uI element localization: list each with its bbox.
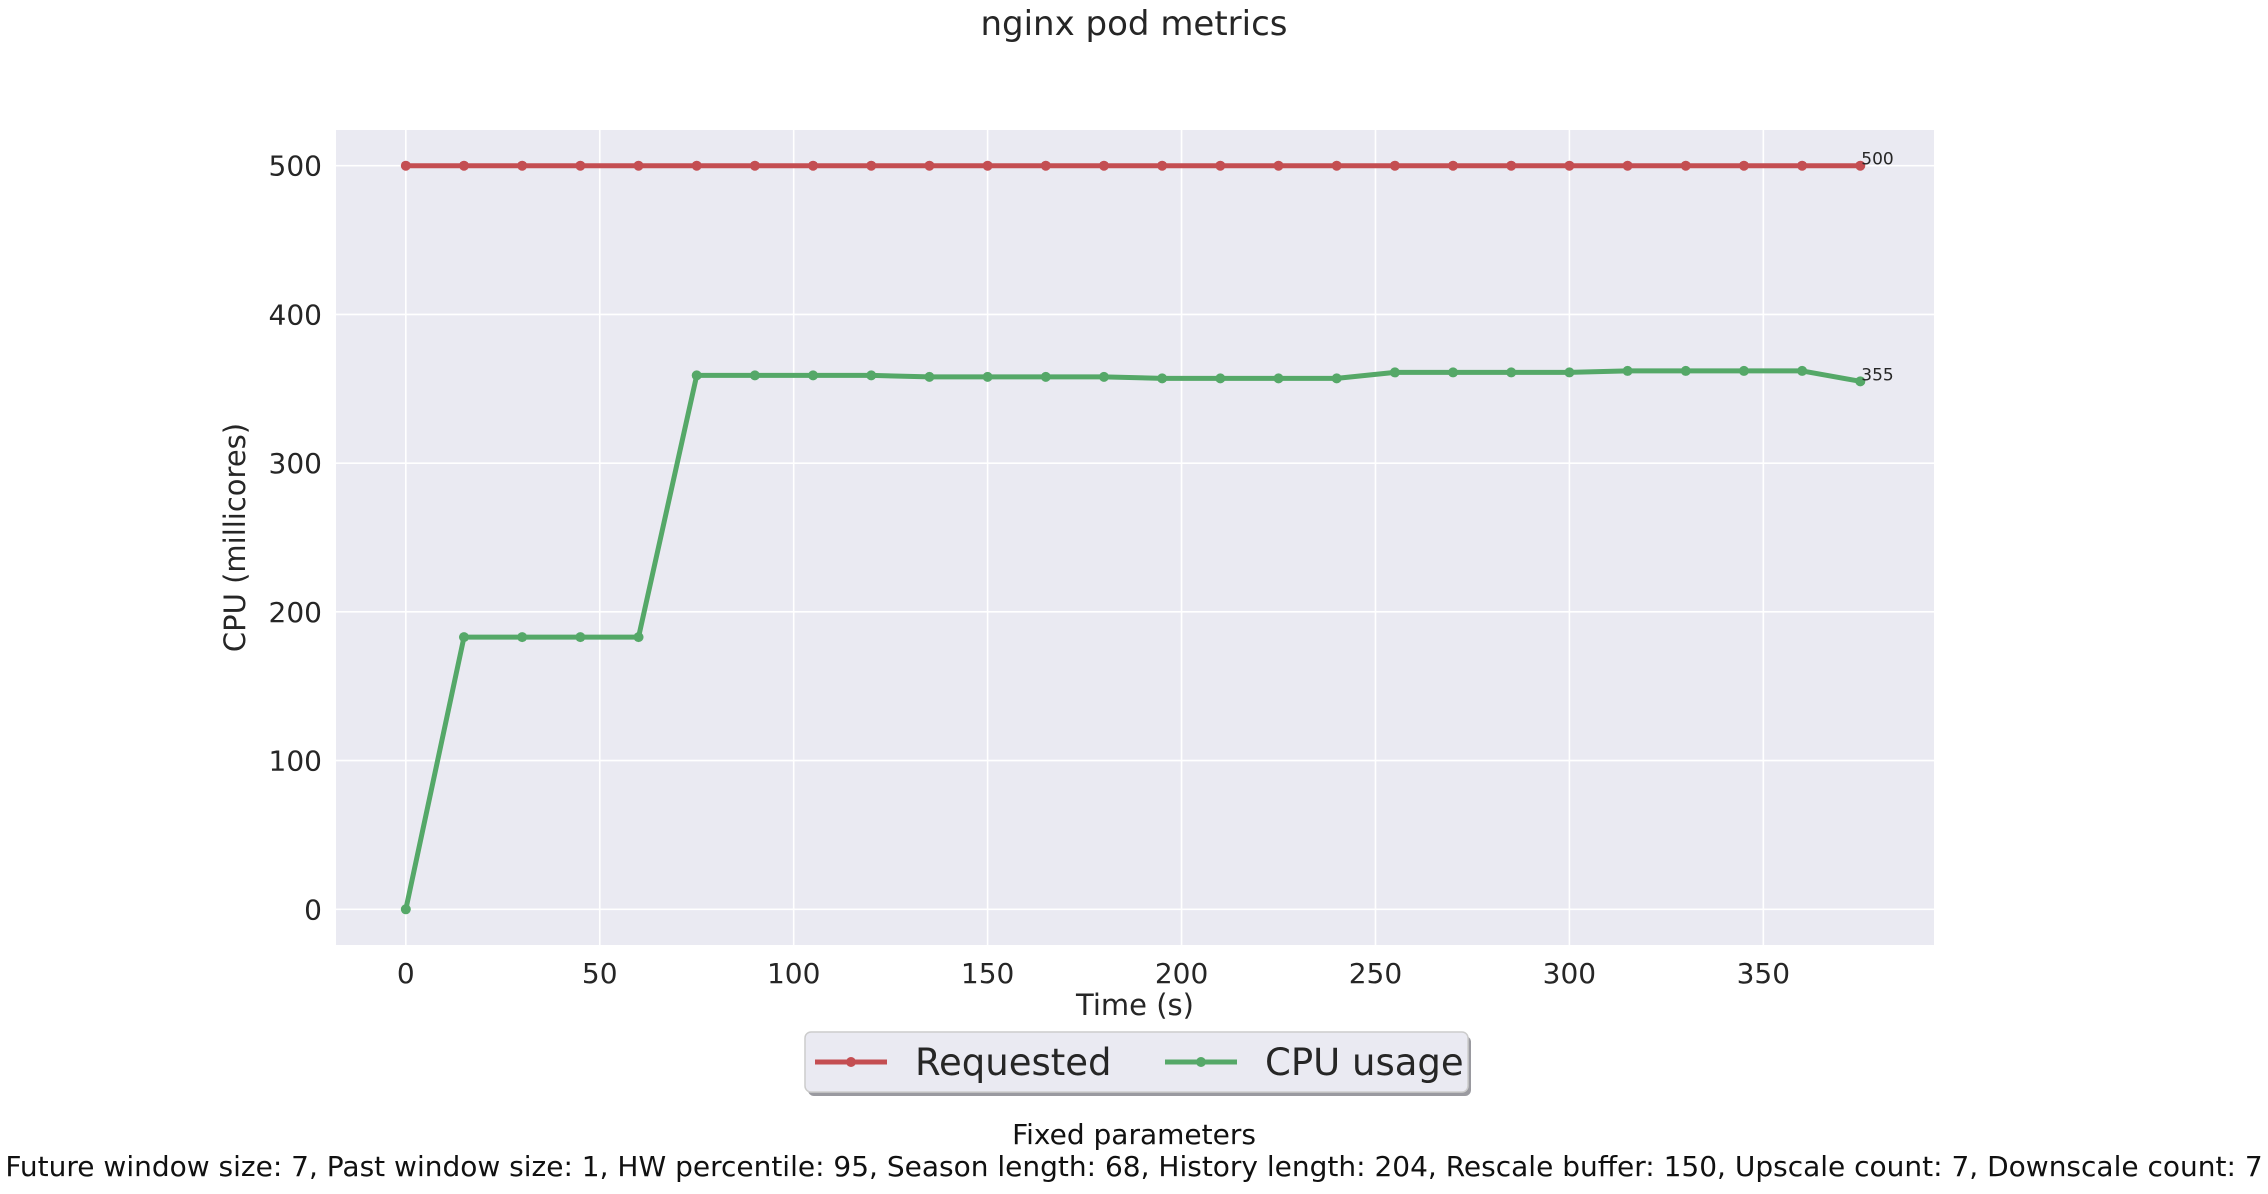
data-point-cpu-usage: [1506, 367, 1517, 378]
x-tick-label: 150: [961, 957, 1014, 990]
y-tick-label: 500: [269, 150, 322, 183]
end-labels: 500 355: [1861, 150, 1893, 386]
data-point-cpu-usage: [924, 371, 935, 382]
data-point-cpu-usage: [982, 371, 993, 382]
x-axis-label: Time (s): [1075, 988, 1194, 1022]
y-tick-label: 400: [269, 298, 322, 331]
data-point-cpu-usage: [400, 904, 411, 915]
end-label-cpu-usage: 355: [1861, 365, 1893, 385]
y-axis-label: CPU (millicores): [218, 423, 252, 652]
data-point-requested: [517, 160, 528, 171]
x-tick-label: 100: [767, 957, 820, 990]
footer-heading: Fixed parameters: [1012, 1118, 1256, 1151]
data-point-requested: [1680, 160, 1691, 171]
data-point-requested: [1622, 160, 1633, 171]
y-tick-label: 0: [304, 893, 322, 926]
data-point-requested: [1215, 160, 1226, 171]
x-tick-label: 50: [582, 957, 618, 990]
data-point-cpu-usage: [1797, 365, 1808, 376]
data-point-requested: [1098, 160, 1109, 171]
tick-labels: 0 50 100 150 200 250 300 350 0 100 200 300 400 500: [269, 150, 1791, 990]
legend-box: [804, 1031, 1469, 1093]
data-point-cpu-usage: [1448, 367, 1459, 378]
chart-title: nginx pod metrics: [980, 4, 1288, 44]
data-point-requested: [575, 160, 586, 171]
data-point-cpu-usage: [808, 370, 819, 381]
data-point-cpu-usage: [575, 632, 586, 643]
data-point-requested: [1855, 160, 1866, 171]
data-point-cpu-usage: [1564, 367, 1575, 378]
data-point-requested: [982, 160, 993, 171]
y-tick-label: 100: [269, 745, 322, 778]
legend-label-cpu-usage: CPU usage: [1265, 1041, 1464, 1084]
legend-marker-cpu-usage: [1196, 1057, 1206, 1067]
legend-marker-requested: [846, 1057, 856, 1067]
plot-area: [336, 130, 1934, 945]
data-point-cpu-usage: [1157, 373, 1168, 384]
data-point-cpu-usage: [749, 370, 760, 381]
legend: Requested CPU usage: [804, 1031, 1471, 1096]
series-line-cpu-usage: [403, 368, 1861, 910]
data-point-requested: [1738, 160, 1749, 171]
data-point-requested: [924, 160, 935, 171]
data-point-requested: [1564, 160, 1575, 171]
data-point-requested: [400, 160, 411, 171]
data-point-requested: [1331, 160, 1342, 171]
data-point-requested: [1389, 160, 1400, 171]
x-tick-label: 350: [1737, 957, 1790, 990]
data-point-cpu-usage: [633, 632, 644, 643]
data-point-requested: [1448, 160, 1459, 171]
data-point-requested: [866, 160, 877, 171]
x-tick-label: 0: [397, 957, 415, 990]
data-point-requested: [808, 160, 819, 171]
data-point-cpu-usage: [1040, 371, 1051, 382]
data-point-requested: [691, 160, 702, 171]
data-point-cpu-usage: [1098, 371, 1109, 382]
data-point-cpu-usage: [1680, 365, 1691, 376]
data-point-cpu-usage: [1855, 376, 1866, 387]
y-tick-label: 200: [269, 596, 322, 629]
end-label-requested: 500: [1861, 150, 1893, 170]
data-point-cpu-usage: [1215, 373, 1226, 384]
footer-params: Future window size: 7, Past window size:…: [5, 1150, 2263, 1183]
data-point-requested: [1506, 160, 1517, 171]
data-point-requested: [1797, 160, 1808, 171]
data-point-requested: [458, 160, 469, 171]
data-point-requested: [633, 160, 644, 171]
data-point-cpu-usage: [1389, 367, 1400, 378]
data-point-cpu-usage: [1738, 365, 1749, 376]
x-tick-label: 250: [1349, 957, 1402, 990]
data-point-cpu-usage: [1622, 365, 1633, 376]
data-point-cpu-usage: [458, 632, 469, 643]
legend-label-requested: Requested: [915, 1041, 1112, 1084]
data-point-cpu-usage: [1273, 373, 1284, 384]
data-point-cpu-usage: [866, 370, 877, 381]
data-point-requested: [1157, 160, 1168, 171]
data-point-cpu-usage: [517, 632, 528, 643]
series-layer: [400, 160, 1866, 915]
x-tick-label: 300: [1543, 957, 1596, 990]
data-point-requested: [1273, 160, 1284, 171]
data-point-cpu-usage: [691, 370, 702, 381]
data-point-requested: [1040, 160, 1051, 171]
data-point-requested: [749, 160, 760, 171]
x-tick-label: 200: [1155, 957, 1208, 990]
data-point-cpu-usage: [1331, 373, 1342, 384]
y-tick-label: 300: [269, 447, 322, 480]
